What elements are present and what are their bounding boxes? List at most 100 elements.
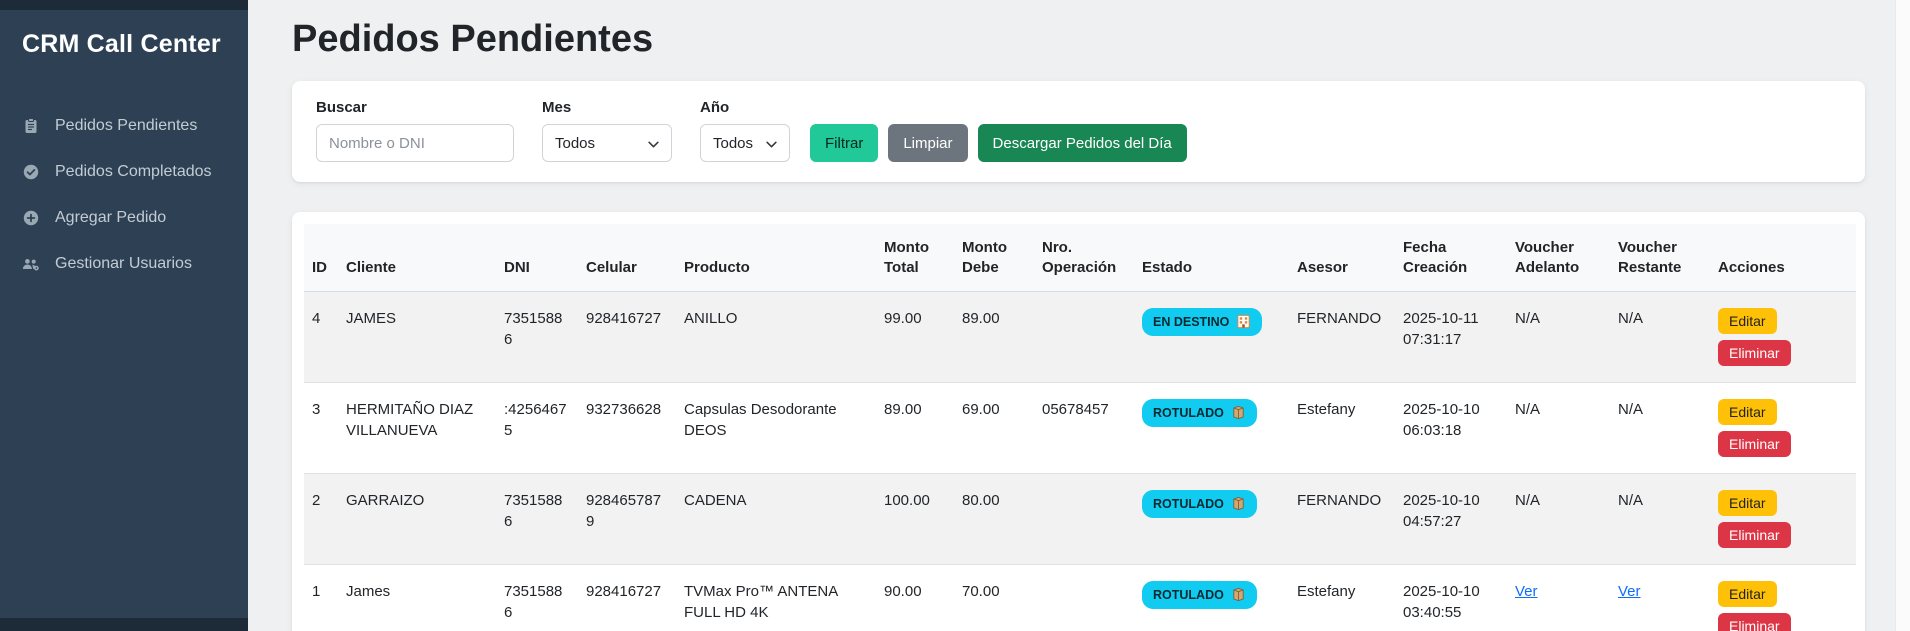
edit-button[interactable]: Editar <box>1718 580 1777 607</box>
creation-time: 07:31:17 <box>1403 331 1462 349</box>
sidebar-item-label: Gestionar Usuarios <box>55 255 192 272</box>
table-header-row: ID Cliente DNI Celular Producto Monto Total Mo… <box>304 224 1856 292</box>
status-badge: ROTULADO <box>1142 580 1257 609</box>
users-gear-icon <box>22 255 40 273</box>
column-header: Nro. Operación <box>1034 224 1134 292</box>
sidebar-item-label: Pedidos Completados <box>55 163 212 180</box>
cell-id: 2 <box>304 473 338 565</box>
column-header: Fecha Creación <box>1395 224 1507 292</box>
delete-button[interactable]: Eliminar <box>1718 612 1791 631</box>
row-actions: Editar Eliminar <box>1718 398 1848 457</box>
orders-table: ID Cliente DNI Celular Producto Monto Total Mo… <box>304 224 1856 631</box>
column-header: Estado <box>1134 224 1289 292</box>
clipboard-icon <box>22 117 40 135</box>
cell-producto: ANILLO <box>676 291 876 383</box>
edit-button[interactable]: Editar <box>1718 489 1777 516</box>
creation-date: 2025-10-10 <box>1403 400 1480 418</box>
creation-time: 04:57:27 <box>1403 513 1462 531</box>
search-label: Buscar <box>316 99 367 116</box>
sidebar-nav: Pedidos Pendientes Pedidos Completados A… <box>0 103 248 287</box>
table-row: 4 JAMES 73515886 928416727 ANILLO 99.00 … <box>304 291 1856 383</box>
cell-fecha-creacion: 2025-10-11 07:31:17 <box>1395 291 1507 383</box>
month-select[interactable]: Todos <box>542 124 672 162</box>
clear-button[interactable]: Limpiar <box>888 124 968 162</box>
cell-monto-total: 90.00 <box>876 564 954 631</box>
package-icon <box>1231 587 1246 602</box>
status-label: ROTULADO <box>1153 405 1224 420</box>
cell-acciones: Editar Eliminar <box>1710 382 1856 474</box>
status-label: ROTULADO <box>1153 587 1224 602</box>
cell-voucher-restante: N/A <box>1610 473 1710 565</box>
main-content: Pedidos Pendientes Buscar Mes Todos Año <box>248 0 1895 631</box>
filter-button[interactable]: Filtrar <box>810 124 879 162</box>
status-badge: ROTULADO <box>1142 398 1257 427</box>
cell-celular: 9284657879 <box>578 473 676 565</box>
cell-dni: 73515886 <box>496 564 578 631</box>
package-icon <box>1231 496 1246 511</box>
column-header: Voucher Restante <box>1610 224 1710 292</box>
column-header: Voucher Adelanto <box>1507 224 1610 292</box>
cell-asesor: FERNANDO <box>1289 291 1395 383</box>
cell-estado: EN DESTINO <box>1134 291 1289 383</box>
app-title: CRM Call Center <box>22 30 221 58</box>
column-header: Asesor <box>1289 224 1395 292</box>
sidebar-bottom-strip <box>0 618 248 631</box>
status-label: ROTULADO <box>1153 496 1224 511</box>
column-header: ID <box>304 224 338 292</box>
sidebar-item-gestionar-usuarios[interactable]: Gestionar Usuarios <box>0 241 248 287</box>
row-actions: Editar Eliminar <box>1718 489 1848 548</box>
table-row: 3 HERMITAÑO DIAZ VILLANUEVA :42564675 93… <box>304 382 1856 474</box>
voucher-link[interactable]: Ver <box>1618 582 1641 600</box>
orders-table-body: 4 JAMES 73515886 928416727 ANILLO 99.00 … <box>304 291 1856 631</box>
delete-button[interactable]: Eliminar <box>1718 339 1791 366</box>
cell-celular: 928416727 <box>578 291 676 383</box>
delete-button[interactable]: Eliminar <box>1718 521 1791 548</box>
cell-producto: CADENA <box>676 473 876 565</box>
scrollbar-track[interactable] <box>1895 0 1910 631</box>
building-icon <box>1236 314 1251 329</box>
year-select-value: Todos <box>713 134 754 152</box>
column-header: Cliente <box>338 224 496 292</box>
cell-acciones: Editar Eliminar <box>1710 473 1856 565</box>
year-group: Año Todos <box>700 99 790 162</box>
cell-celular: 928416727 <box>578 564 676 631</box>
column-header: Celular <box>578 224 676 292</box>
year-label: Año <box>700 99 730 116</box>
sidebar-item-agregar-pedido[interactable]: Agregar Pedido <box>0 195 248 241</box>
cell-voucher-adelanto: Ver <box>1507 564 1610 631</box>
cell-voucher-adelanto: N/A <box>1507 291 1610 383</box>
cell-voucher-restante: N/A <box>1610 382 1710 474</box>
search-input[interactable] <box>316 124 514 162</box>
cell-monto-total: 100.00 <box>876 473 954 565</box>
sidebar-top-strip <box>0 0 248 10</box>
cell-cliente: GARRAIZO <box>338 473 496 565</box>
cell-monto-debe: 89.00 <box>954 291 1034 383</box>
cell-voucher-adelanto: N/A <box>1507 382 1610 474</box>
year-select[interactable]: Todos <box>700 124 790 162</box>
row-actions: Editar Eliminar <box>1718 580 1848 631</box>
cell-producto: Capsulas Desodorante DEOS <box>676 382 876 474</box>
cell-nro-operacion <box>1034 473 1134 565</box>
cell-acciones: Editar Eliminar <box>1710 291 1856 383</box>
edit-button[interactable]: Editar <box>1718 307 1777 334</box>
cell-monto-debe: 70.00 <box>954 564 1034 631</box>
download-button[interactable]: Descargar Pedidos del Día <box>977 124 1187 162</box>
edit-button[interactable]: Editar <box>1718 398 1777 425</box>
chevron-down-icon <box>648 135 659 152</box>
cell-fecha-creacion: 2025-10-10 04:57:27 <box>1395 473 1507 565</box>
delete-button[interactable]: Eliminar <box>1718 430 1791 457</box>
sidebar-item-pedidos-pendientes[interactable]: Pedidos Pendientes <box>0 103 248 149</box>
sidebar-item-pedidos-completados[interactable]: Pedidos Completados <box>0 149 248 195</box>
cell-nro-operacion <box>1034 564 1134 631</box>
cell-estado: ROTULADO <box>1134 564 1289 631</box>
filter-actions: Filtrar Limpiar Descargar Pedidos del Dí… <box>810 124 1187 162</box>
cell-nro-operacion: 05678457 <box>1034 382 1134 474</box>
cell-id: 3 <box>304 382 338 474</box>
cell-acciones: Editar Eliminar <box>1710 564 1856 631</box>
cell-asesor: FERNANDO <box>1289 473 1395 565</box>
plus-circle-icon <box>22 209 40 227</box>
voucher-link[interactable]: Ver <box>1515 582 1538 600</box>
column-header: Producto <box>676 224 876 292</box>
row-actions: Editar Eliminar <box>1718 307 1848 366</box>
